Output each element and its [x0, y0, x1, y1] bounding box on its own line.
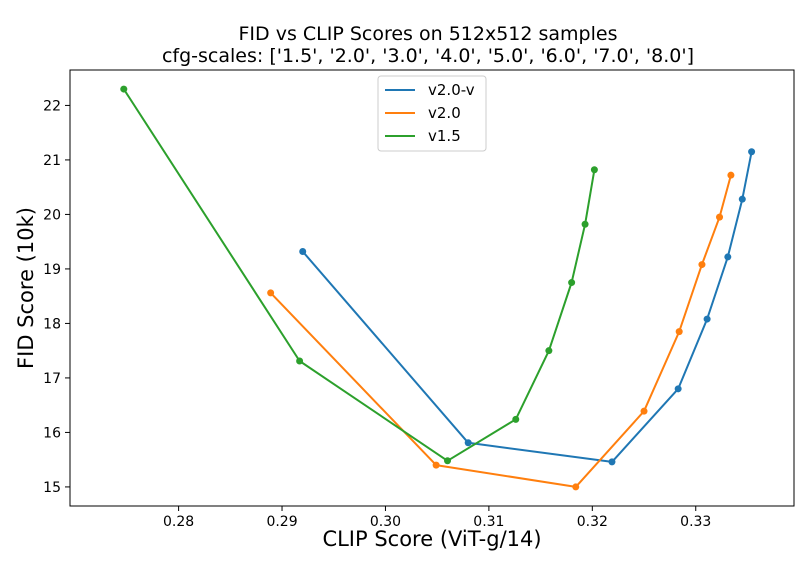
series-layer [120, 85, 756, 491]
data-point-v1.5 [545, 347, 553, 355]
data-point-v2.0-v [748, 148, 756, 156]
data-point-v2.0 [716, 213, 724, 221]
y-axis: 15 16 17 18 19 20 21 22 [43, 98, 70, 496]
data-point-v2.0-v [608, 458, 616, 466]
x-tick-label: 0.30 [370, 514, 401, 530]
y-tick-label: 19 [43, 262, 61, 278]
series-line-v1.5 [122, 88, 596, 462]
x-tick-label: 0.33 [680, 514, 711, 530]
data-point-v2.0-v [703, 315, 711, 323]
x-tick-label: 0.29 [266, 514, 297, 530]
y-tick-label: 22 [43, 98, 61, 114]
y-axis-label: FID Score (10k) [14, 207, 38, 369]
series-line-v2.0-v [301, 151, 753, 463]
plot-area [69, 69, 795, 507]
data-point-v2.0 [675, 328, 683, 336]
x-tick-label: 0.31 [473, 514, 504, 530]
chart-subtitle: cfg-scales: ['1.5', '2.0', '3.0', '4.0',… [162, 45, 694, 67]
data-point-v2.0 [267, 289, 275, 297]
x-tick-label: 0.32 [577, 514, 608, 530]
y-tick-label: 21 [43, 153, 61, 169]
data-point-v2.0 [727, 171, 735, 179]
data-point-v2.0-v [674, 385, 682, 393]
legend-box [377, 75, 487, 152]
x-tick-label: 0.28 [163, 514, 194, 530]
series-line-v2.0 [269, 174, 732, 488]
data-point-v2.0 [432, 461, 440, 469]
y-tick-label: 16 [43, 425, 61, 441]
data-point-v2.0 [698, 261, 706, 269]
legend-label: v2.0-v [428, 81, 475, 99]
y-tick-label: 20 [43, 207, 61, 223]
data-point-v1.5 [568, 279, 576, 287]
y-tick-label: 18 [43, 316, 61, 332]
y-tick-label: 15 [43, 480, 61, 496]
data-point-v2.0-v [464, 439, 472, 447]
legend-label: v2.0 [428, 104, 461, 122]
data-point-v2.0-v [738, 195, 746, 203]
chart-title: FID vs CLIP Scores on 512x512 samples [239, 23, 618, 45]
x-axis-label: CLIP Score (ViT-g/14) [322, 527, 541, 551]
data-point-v2.0-v [299, 247, 307, 255]
data-point-v1.5 [444, 457, 452, 465]
data-point-v2.0 [640, 407, 648, 415]
legend-label: v1.5 [428, 127, 461, 145]
data-point-v2.0-v [724, 253, 732, 261]
data-point-v2.0 [572, 483, 580, 491]
legend: v2.0-v v2.0 v1.5 [377, 75, 487, 152]
data-point-v1.5 [590, 166, 598, 174]
data-point-v1.5 [296, 357, 304, 365]
data-point-v1.5 [512, 415, 520, 423]
x-axis: 0.28 0.29 0.30 0.31 0.32 0.33 [163, 506, 711, 530]
y-tick-label: 17 [43, 371, 61, 387]
data-point-v1.5 [120, 85, 128, 93]
data-point-v1.5 [581, 220, 589, 228]
